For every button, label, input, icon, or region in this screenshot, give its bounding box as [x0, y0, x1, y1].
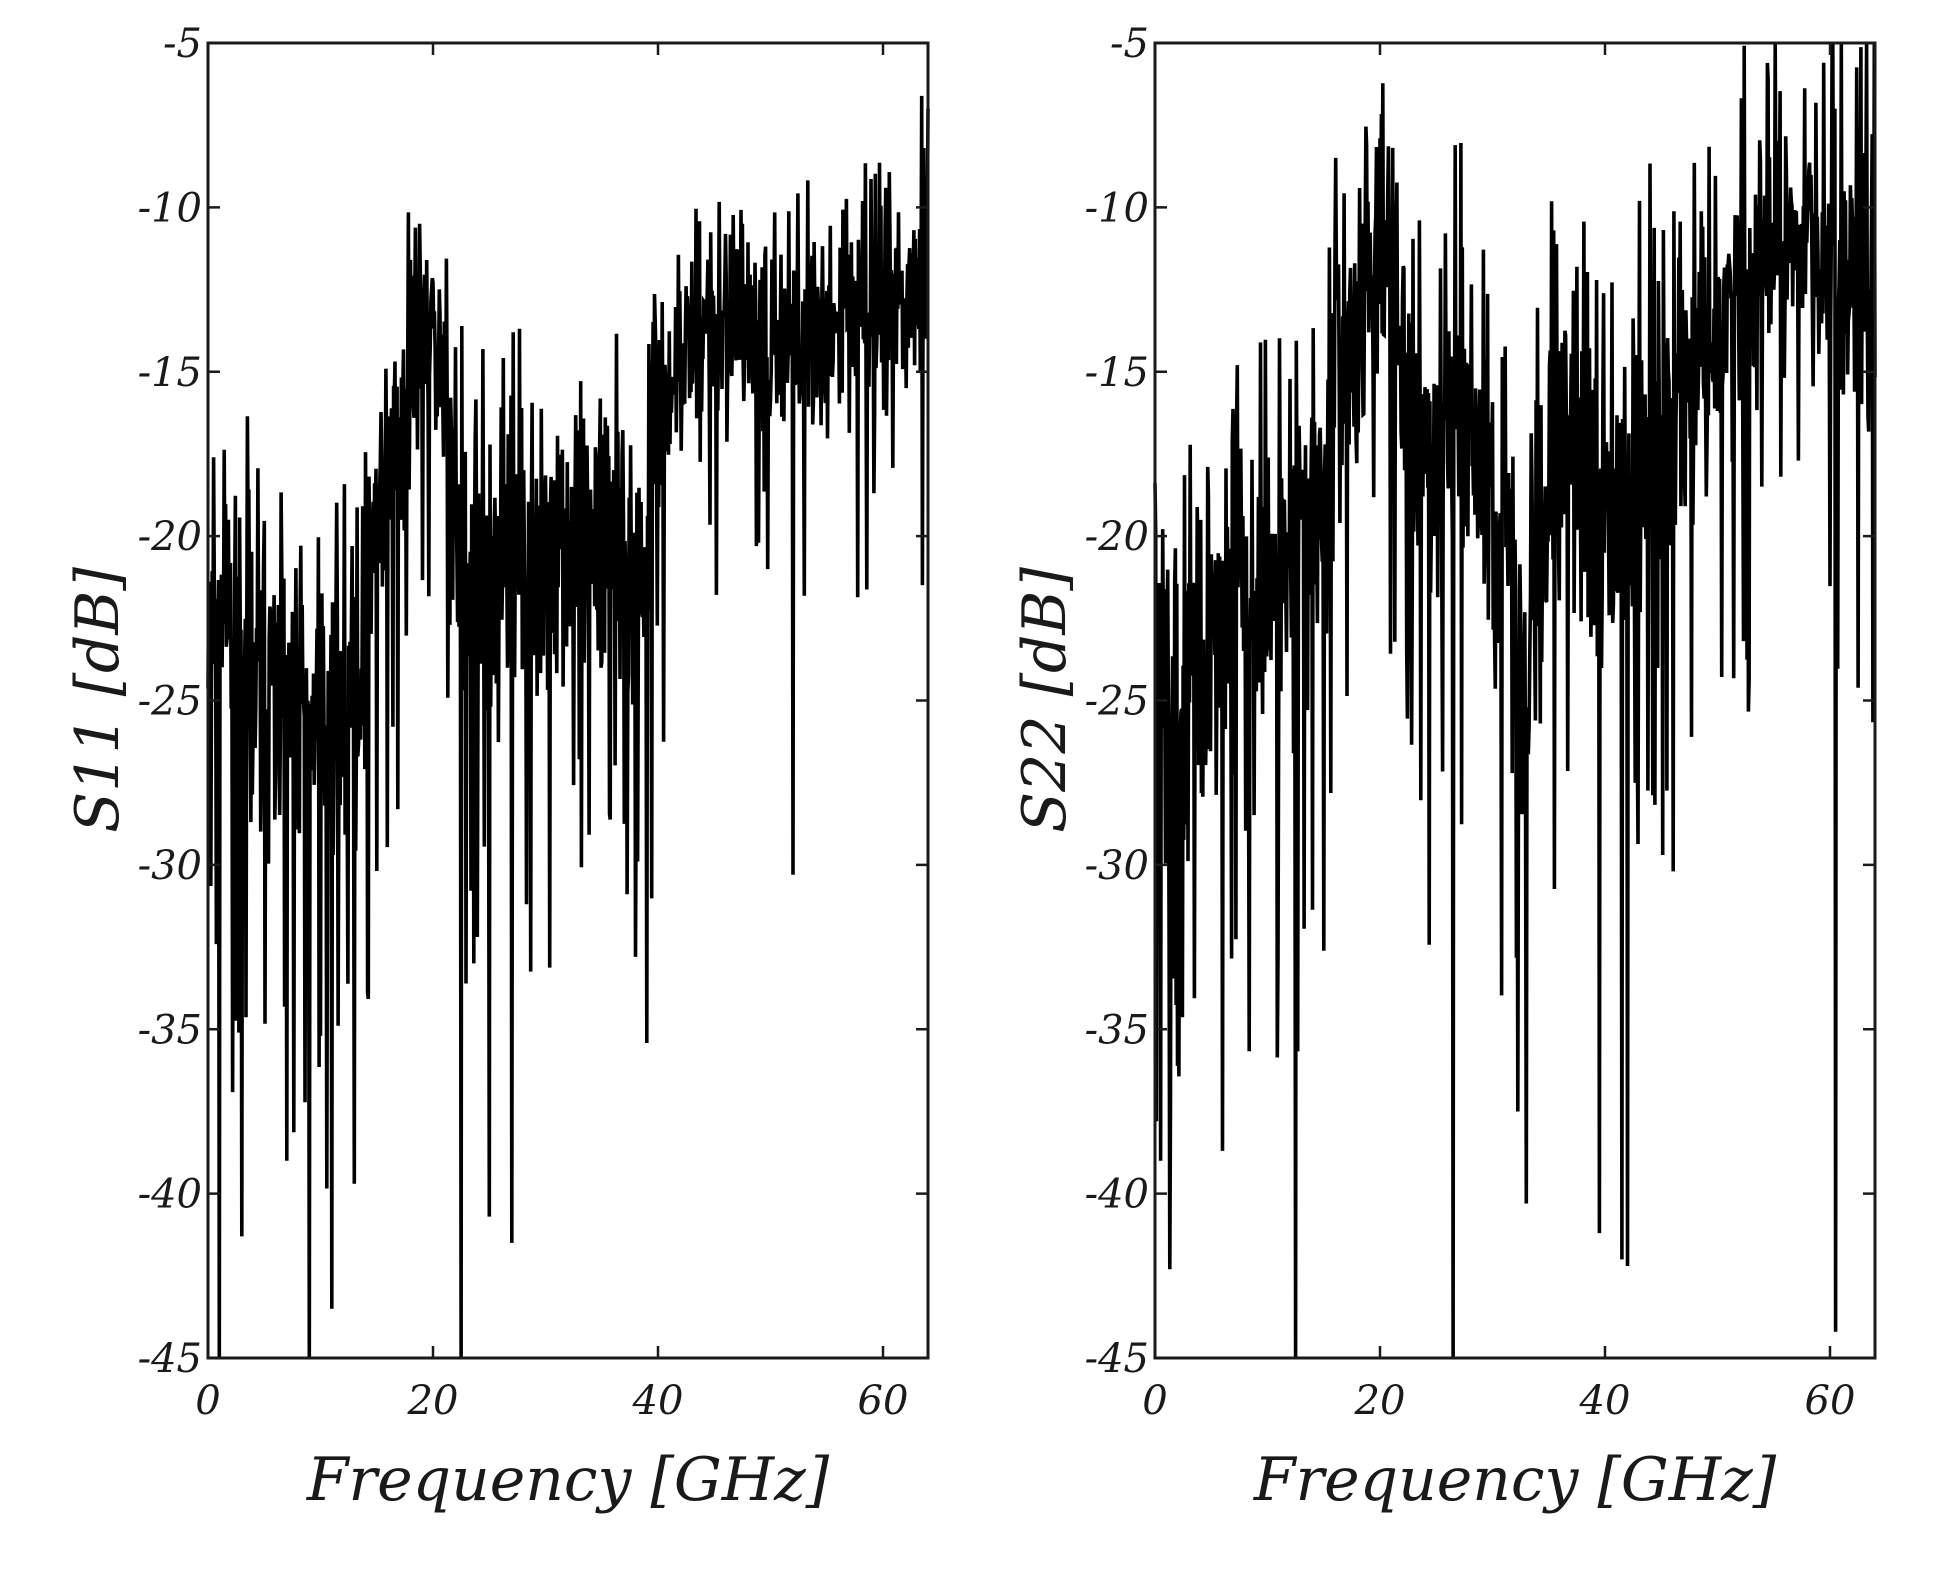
- s22-x-tick-label: 40: [1579, 1378, 1631, 1424]
- s11-x-tick-label: 0: [195, 1378, 220, 1424]
- s11-x-tick-label: 20: [407, 1378, 459, 1424]
- s22-x-tick-label: 60: [1805, 1378, 1856, 1424]
- s11-y-tick-label: -5: [163, 21, 202, 67]
- s22-y-tick-label: -30: [1085, 843, 1149, 889]
- s11-y-tick-label: -30: [138, 843, 202, 889]
- s11-x-tick-label: 60: [858, 1378, 909, 1424]
- s11-x-tick-labels: 0 20 40 60: [195, 1378, 908, 1424]
- s11-y-tick-label: -40: [138, 1172, 202, 1218]
- s22-x-tick-label: 20: [1354, 1378, 1406, 1424]
- s22-y-tick-label: -25: [1085, 679, 1149, 725]
- s22-y-axis-label: S22 [dB]: [1010, 566, 1080, 832]
- s22-panel: -5 -10 -15 -20 -25 -30 -35 -40 -45 0 20 40 60 Frequ…: [1010, 21, 1877, 1515]
- s11-y-axis-label: S11 [dB]: [63, 566, 133, 832]
- s11-y-tick-label: -20: [138, 514, 202, 560]
- s22-y-tick-label: -15: [1085, 350, 1149, 396]
- s22-y-tick-labels: -5 -10 -15 -20 -25 -30 -35 -40 -45: [1085, 21, 1149, 1382]
- s22-y-tick-label: -5: [1110, 21, 1149, 67]
- s22-y-tick-label: -45: [1085, 1336, 1149, 1382]
- s22-y-tick-label: -20: [1085, 514, 1149, 560]
- s22-y-tick-label: -35: [1085, 1007, 1149, 1053]
- s11-trace: [206, 95, 930, 1359]
- s22-y-tick-label: -10: [1085, 185, 1149, 231]
- s11-ticks: [206, 41, 928, 1360]
- s22-x-tick-label: 0: [1142, 1378, 1167, 1424]
- s11-y-tick-label: -10: [138, 185, 202, 231]
- s11-y-tick-label: -25: [138, 679, 202, 725]
- s11-panel: -5 -10 -15 -20 -25 -30 -35 -40 -45 0 20 40 60 Frequ…: [63, 21, 930, 1515]
- s22-ticks: [1153, 41, 1875, 1360]
- s11-y-tick-label: -35: [138, 1007, 202, 1053]
- s22-x-axis-label: Frequency [GHz]: [1253, 1445, 1777, 1515]
- s22-x-tick-labels: 0 20 40 60: [1142, 1378, 1855, 1424]
- s11-y-tick-label: -15: [138, 350, 202, 396]
- s11-x-axis-label: Frequency [GHz]: [306, 1445, 830, 1515]
- s11-x-tick-label: 40: [632, 1378, 684, 1424]
- s22-trace: [1153, 42, 1877, 1359]
- s22-y-tick-label: -40: [1085, 1172, 1149, 1218]
- s11-y-tick-label: -45: [138, 1336, 202, 1382]
- s11-y-tick-labels: -5 -10 -15 -20 -25 -30 -35 -40 -45: [138, 21, 202, 1382]
